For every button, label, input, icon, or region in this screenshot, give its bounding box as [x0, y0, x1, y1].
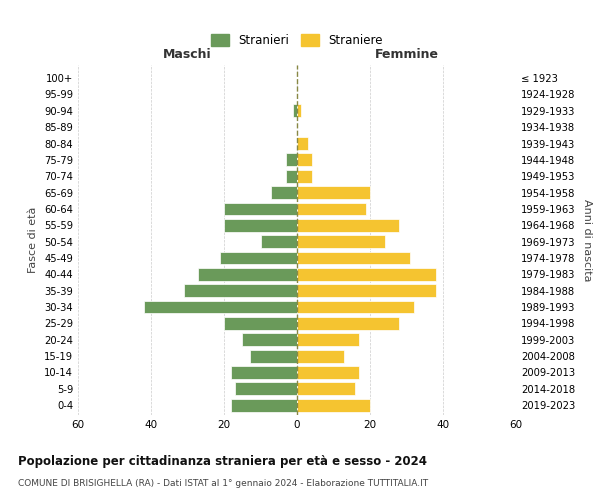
- Bar: [260, 236, 297, 248]
- Bar: [297, 382, 355, 395]
- Bar: [297, 300, 414, 314]
- Bar: [235, 382, 297, 395]
- Text: COMUNE DI BRISIGHELLA (RA) - Dati ISTAT al 1° gennaio 2024 - Elaborazione TUTTIT: COMUNE DI BRISIGHELLA (RA) - Dati ISTAT …: [18, 479, 428, 488]
- Bar: [184, 284, 297, 297]
- Bar: [297, 137, 308, 150]
- Bar: [293, 104, 297, 117]
- Bar: [224, 317, 297, 330]
- Bar: [297, 334, 359, 346]
- Bar: [297, 399, 370, 411]
- Bar: [224, 202, 297, 215]
- Y-axis label: Fasce di età: Fasce di età: [28, 207, 38, 273]
- Bar: [297, 284, 436, 297]
- Bar: [297, 104, 301, 117]
- Legend: Stranieri, Straniere: Stranieri, Straniere: [206, 29, 388, 52]
- Bar: [297, 366, 359, 379]
- Bar: [286, 154, 297, 166]
- Bar: [297, 350, 344, 362]
- Text: Femmine: Femmine: [374, 48, 439, 61]
- Text: Maschi: Maschi: [163, 48, 212, 61]
- Bar: [232, 366, 297, 379]
- Bar: [286, 170, 297, 182]
- Y-axis label: Anni di nascita: Anni di nascita: [582, 198, 592, 281]
- Bar: [199, 268, 297, 280]
- Bar: [242, 334, 297, 346]
- Bar: [297, 219, 399, 232]
- Bar: [297, 202, 367, 215]
- Bar: [224, 219, 297, 232]
- Bar: [297, 154, 311, 166]
- Bar: [232, 399, 297, 411]
- Bar: [297, 170, 311, 182]
- Bar: [297, 268, 436, 280]
- Bar: [297, 186, 370, 199]
- Bar: [297, 317, 399, 330]
- Bar: [144, 300, 297, 314]
- Bar: [220, 252, 297, 264]
- Bar: [271, 186, 297, 199]
- Bar: [297, 252, 410, 264]
- Bar: [250, 350, 297, 362]
- Bar: [297, 236, 385, 248]
- Text: Popolazione per cittadinanza straniera per età e sesso - 2024: Popolazione per cittadinanza straniera p…: [18, 455, 427, 468]
